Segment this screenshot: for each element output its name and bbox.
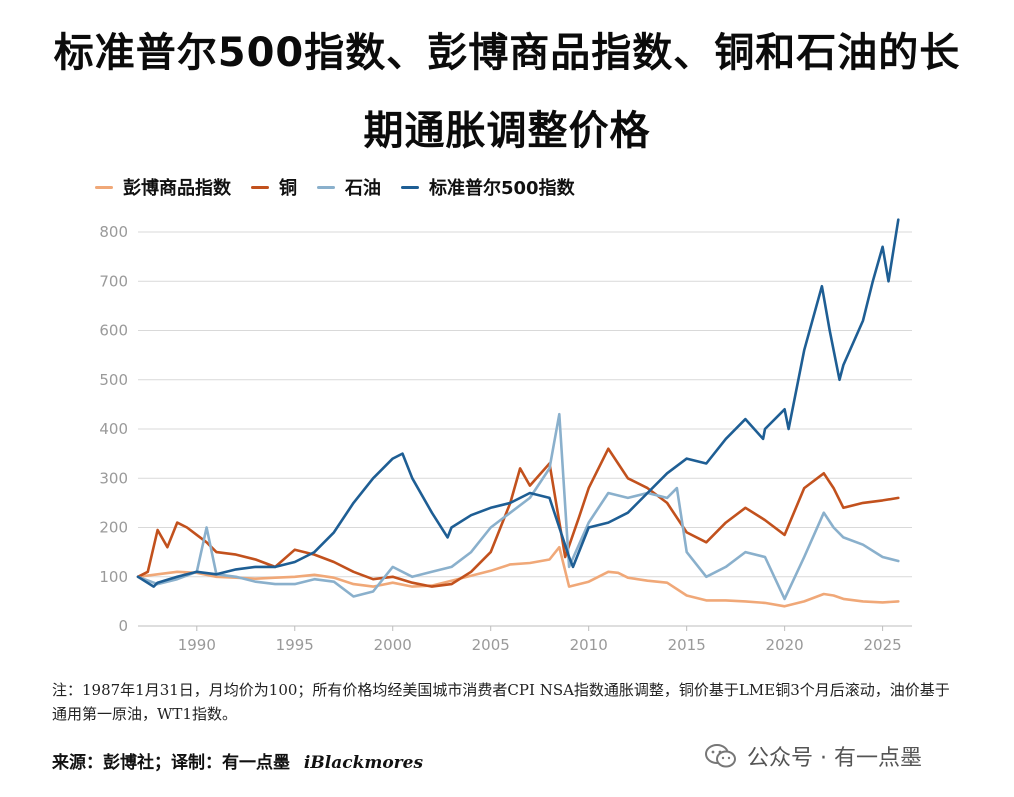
y-tick-label-500: 500 xyxy=(99,371,128,389)
x-tick-label-2015: 2015 xyxy=(668,636,706,654)
source-brand: iBlackmores xyxy=(303,753,424,773)
legend-item-copper: 铜 xyxy=(251,174,297,200)
line-chart: 0 100 200 300 400 500 600 700 800 1990 1995 2000 200… xyxy=(99,218,912,654)
legend-swatch-oil xyxy=(317,185,335,189)
footnote: 注：1987年1月31日，月均价为100；所有价格均经美国城市消费者CPI NS… xyxy=(52,681,950,723)
x-tick-label-1990: 1990 xyxy=(178,636,216,654)
x-tick-label-2005: 2005 xyxy=(472,636,510,654)
source-line: 来源：彭博社；译制：有一点墨 iBlackmores xyxy=(52,748,423,773)
wechat-watermark: 公众号 · 有一点墨 xyxy=(705,740,922,772)
y-tick-label-700: 700 xyxy=(99,272,128,290)
y-tick-label-800: 800 xyxy=(99,223,128,241)
x-tick-label-1995: 1995 xyxy=(276,636,314,654)
chart-legend: 彭博商品指数 铜 石油 标准普尔500指数 xyxy=(95,174,595,200)
legend-swatch-bcom xyxy=(95,185,113,189)
legend-item-oil: 石油 xyxy=(317,174,381,200)
legend-label-bcom: 彭博商品指数 xyxy=(123,178,231,199)
series-line-oil xyxy=(136,412,900,601)
legend-label-oil: 石油 xyxy=(345,178,381,199)
legend-swatch-copper xyxy=(251,185,269,189)
legend-item-bcom: 彭博商品指数 xyxy=(95,174,231,200)
series-line-bcom xyxy=(136,545,900,608)
x-tick-label-2010: 2010 xyxy=(570,636,608,654)
y-tick-label-100: 100 xyxy=(99,568,128,586)
y-tick-label-200: 200 xyxy=(99,519,128,537)
x-tick-label-2025: 2025 xyxy=(864,636,902,654)
wechat-icon xyxy=(705,744,736,768)
legend-item-spx: 标准普尔500指数 xyxy=(401,174,575,200)
series-line-copper xyxy=(136,447,900,588)
source-label: 来源：彭博社；译制：有一点墨 xyxy=(52,753,290,773)
series-line-spx xyxy=(136,218,900,588)
legend-swatch-spx xyxy=(401,185,419,189)
y-tick-label-400: 400 xyxy=(99,420,128,438)
x-tick-label-2020: 2020 xyxy=(766,636,804,654)
y-tick-label-0: 0 xyxy=(118,617,128,635)
wechat-label: 公众号 · 有一点墨 xyxy=(747,746,922,771)
chart-title-line-1: 标准普尔500指数、彭博商品指数、铜和石油的长 xyxy=(53,30,961,76)
y-tick-label-300: 300 xyxy=(99,469,128,487)
chart-title-line-2: 期通胀调整价格 xyxy=(363,108,651,154)
legend-label-spx: 标准普尔500指数 xyxy=(429,178,575,199)
x-tick-label-2000: 2000 xyxy=(374,636,412,654)
y-tick-label-600: 600 xyxy=(99,322,128,340)
legend-label-copper: 铜 xyxy=(279,178,297,199)
